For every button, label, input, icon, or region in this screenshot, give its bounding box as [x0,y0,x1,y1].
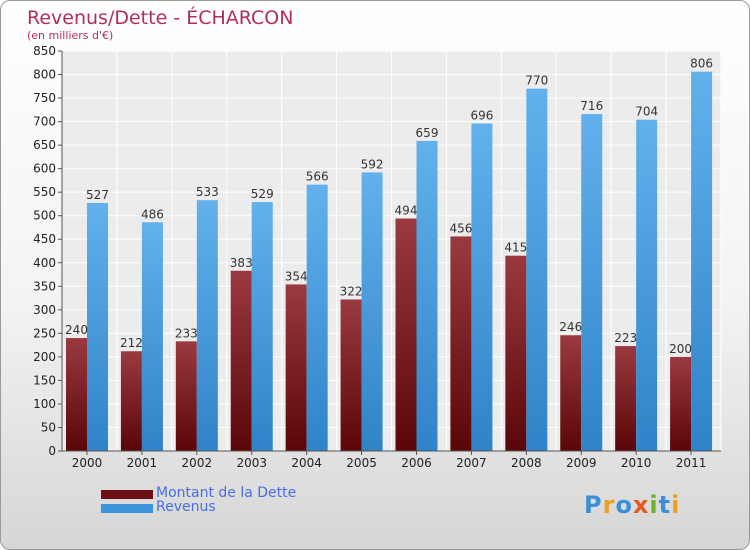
y-tick-label: 600 [33,162,56,176]
data-label-revenus: 716 [580,99,603,113]
x-tick-label: 2007 [456,456,487,470]
bar-revenus [526,88,548,451]
data-label-dette: 200 [669,342,692,356]
legend-swatch-revenus [101,504,153,513]
y-tick-label: 850 [33,44,56,58]
bar-dette [120,351,142,451]
data-label-dette: 223 [614,331,637,345]
bar-dette [505,255,527,451]
x-tick-label: 2011 [676,456,707,470]
data-label-revenus: 806 [690,57,713,71]
chart-title: Revenus/Dette - ÉCHARCON [27,7,294,29]
data-label-revenus: 529 [251,187,274,201]
bar-dette [175,341,197,451]
bar-revenus [306,184,328,451]
bar-revenus [87,203,108,451]
data-label-dette: 354 [285,269,308,283]
bar-revenus [581,114,603,451]
bar-dette [670,356,692,451]
data-label-dette: 240 [65,323,88,337]
data-label-revenus: 527 [86,188,109,202]
data-label-dette: 246 [559,320,582,334]
bar-dette [395,218,417,451]
x-tick-label: 2008 [511,456,542,470]
y-tick-label: 200 [33,350,56,364]
y-tick-label: 650 [33,138,56,152]
logo-letter: i [671,491,681,519]
data-label-revenus: 696 [470,108,493,122]
bar-revenus [361,172,383,452]
bar-revenus [691,71,713,452]
x-tick-label: 2009 [566,456,597,470]
x-tick-label: 2005 [346,456,377,470]
logo-letter: r [602,491,616,519]
y-tick-label: 800 [33,68,56,82]
y-tick-label: 700 [33,115,56,129]
data-label-revenus: 592 [361,157,384,171]
bar-revenus [196,200,218,451]
x-tick-label: 2001 [127,456,158,470]
x-tick-label: 2003 [236,456,267,470]
data-label-revenus: 770 [525,74,548,88]
bar-dette [615,346,637,451]
y-tick-label: 150 [33,373,56,387]
bar-revenus [471,123,493,452]
logo-letter: x [632,491,650,519]
y-tick-label: 500 [33,209,56,223]
logo-letter: o [615,491,633,519]
legend-label-dette: Montant de la Dette [156,485,297,501]
y-tick-label: 0 [48,444,56,458]
data-label-revenus: 486 [141,207,164,221]
logo-letter: P [584,491,603,519]
data-label-revenus: 704 [635,105,658,119]
bar-dette [560,335,582,451]
data-label-revenus: 566 [306,170,329,184]
y-tick-label: 400 [33,256,56,270]
proxiti-logo: Proxiti [584,491,680,519]
bar-revenus [141,222,163,451]
y-tick-label: 50 [41,420,56,434]
bar-revenus [636,119,658,452]
y-tick-label: 750 [33,91,56,105]
bar-dette [285,284,307,451]
legend-swatch-dette [101,490,153,499]
bar-dette [340,299,362,451]
data-label-revenus: 659 [416,126,439,140]
x-tick-label: 2006 [401,456,432,470]
x-tick-label: 2000 [72,456,103,470]
y-tick-label: 250 [33,326,56,340]
x-tick-label: 2010 [621,456,652,470]
data-label-dette: 322 [340,284,363,298]
chart-subtitle: (en milliers d'€) [27,29,114,42]
data-label-dette: 494 [395,204,418,218]
x-tick-label: 2002 [182,456,213,470]
bar-revenus [251,202,273,451]
logo-letter: t [658,491,672,519]
legend-label-revenus: Revenus [156,499,216,515]
y-tick-label: 350 [33,279,56,293]
data-label-dette: 415 [504,241,527,255]
y-tick-label: 450 [33,232,56,246]
bar-dette [230,270,252,451]
y-tick-label: 550 [33,185,56,199]
data-label-dette: 212 [120,336,143,350]
logo-letter: i [649,491,659,519]
bar-revenus [416,140,438,451]
y-tick-label: 300 [33,303,56,317]
data-label-revenus: 533 [196,185,219,199]
bar-dette [66,338,87,451]
y-tick-label: 100 [33,397,56,411]
data-label-dette: 233 [175,326,198,340]
x-tick-label: 2004 [291,456,322,470]
data-label-dette: 383 [230,256,253,270]
data-label-dette: 456 [449,221,472,235]
bar-dette [450,236,472,451]
